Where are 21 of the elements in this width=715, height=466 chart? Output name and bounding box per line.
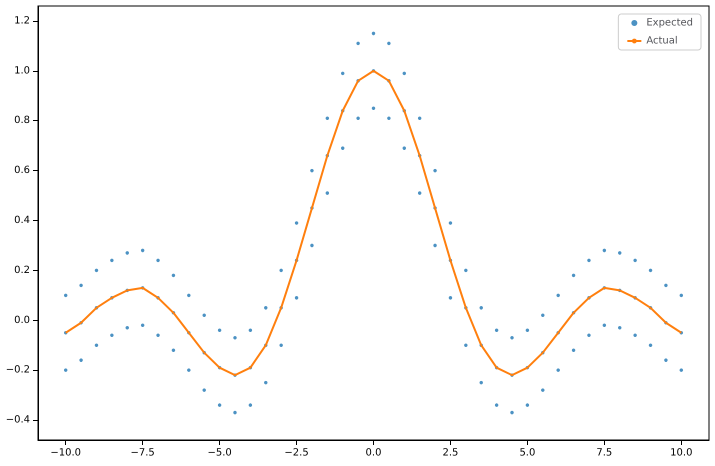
x-tick-label: 10.0 bbox=[670, 448, 692, 458]
y-tick-label: 1.2 bbox=[14, 15, 30, 26]
y-tick-label: 0.6 bbox=[14, 165, 30, 176]
x-tick-label: 5.0 bbox=[519, 448, 536, 458]
x-tick-label: 7.5 bbox=[596, 448, 612, 458]
y-tick-label: −0.4 bbox=[6, 414, 30, 426]
y-tick-label: −0.2 bbox=[6, 364, 30, 376]
x-tick-label: 2.5 bbox=[442, 448, 458, 458]
x-tick-label: −2.5 bbox=[284, 448, 309, 458]
y-tick-label: 0.0 bbox=[14, 314, 30, 326]
y-tick-label: 0.4 bbox=[14, 215, 30, 226]
legend-label: Actual bbox=[646, 36, 678, 46]
y-tick-label: 0.8 bbox=[14, 115, 30, 126]
x-tick-label: 0.0 bbox=[366, 448, 382, 458]
legend-label: Expected bbox=[646, 18, 693, 28]
x-tick-label: −10.0 bbox=[50, 448, 82, 458]
x-tick-label: −5.0 bbox=[207, 448, 232, 458]
x-tick-label: −7.5 bbox=[130, 448, 155, 458]
y-tick-label: 0.2 bbox=[14, 264, 30, 276]
y-tick-label: 1.0 bbox=[14, 65, 30, 76]
line-series bbox=[64, 70, 682, 376]
